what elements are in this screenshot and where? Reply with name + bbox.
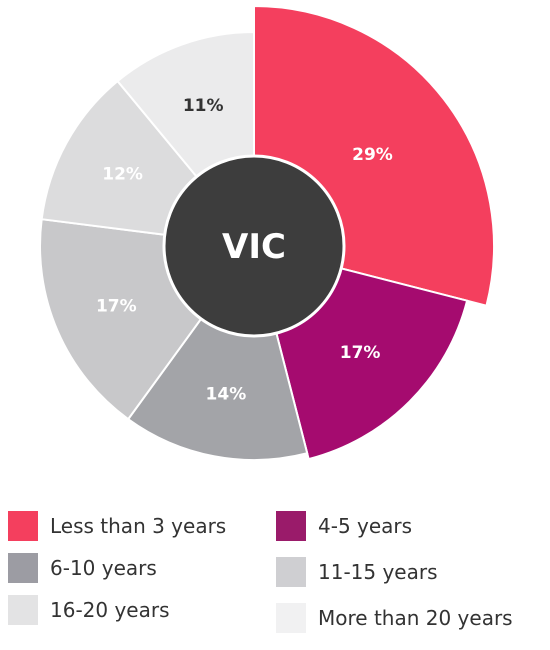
slice-value-label: 17% bbox=[340, 343, 381, 363]
legend-label: 16-20 years bbox=[50, 598, 170, 622]
legend-swatch bbox=[8, 553, 38, 583]
legend-label: 6-10 years bbox=[50, 556, 157, 580]
legend-swatch bbox=[276, 557, 306, 587]
legend-item-less-than-3-years: Less than 3 years bbox=[8, 508, 226, 544]
legend-item-4-5-years: 4-5 years bbox=[276, 508, 412, 544]
legend: Less than 3 years 4-5 years 6-10 years 1… bbox=[0, 500, 550, 650]
legend-item-more-than-20-years: More than 20 years bbox=[276, 600, 513, 636]
slice-value-label: 17% bbox=[96, 297, 137, 317]
legend-item-16-20-years: 16-20 years bbox=[8, 592, 170, 628]
legend-label: More than 20 years bbox=[318, 606, 513, 630]
legend-label: 11-15 years bbox=[318, 560, 438, 584]
center-label: VIC bbox=[222, 227, 286, 267]
slice-value-label: 29% bbox=[352, 145, 393, 165]
legend-item-6-10-years: 6-10 years bbox=[8, 550, 157, 586]
legend-swatch bbox=[8, 595, 38, 625]
legend-swatch bbox=[8, 511, 38, 541]
slice-value-label: 14% bbox=[206, 384, 247, 404]
pie-chart: 29% 17% 14% 17% 12% 11% VIC bbox=[39, 4, 495, 461]
legend-label: Less than 3 years bbox=[50, 514, 227, 538]
legend-label: 4-5 years bbox=[318, 514, 413, 538]
slice-labels: 29% 17% 14% 17% 12% 11% bbox=[96, 96, 393, 404]
legend-item-11-15-years: 11-15 years bbox=[276, 554, 438, 590]
slice-value-label: 11% bbox=[183, 96, 224, 116]
legend-swatch bbox=[276, 511, 306, 541]
center-circle bbox=[162, 154, 346, 338]
slice-value-label: 12% bbox=[102, 165, 143, 185]
legend-swatch bbox=[276, 603, 306, 633]
